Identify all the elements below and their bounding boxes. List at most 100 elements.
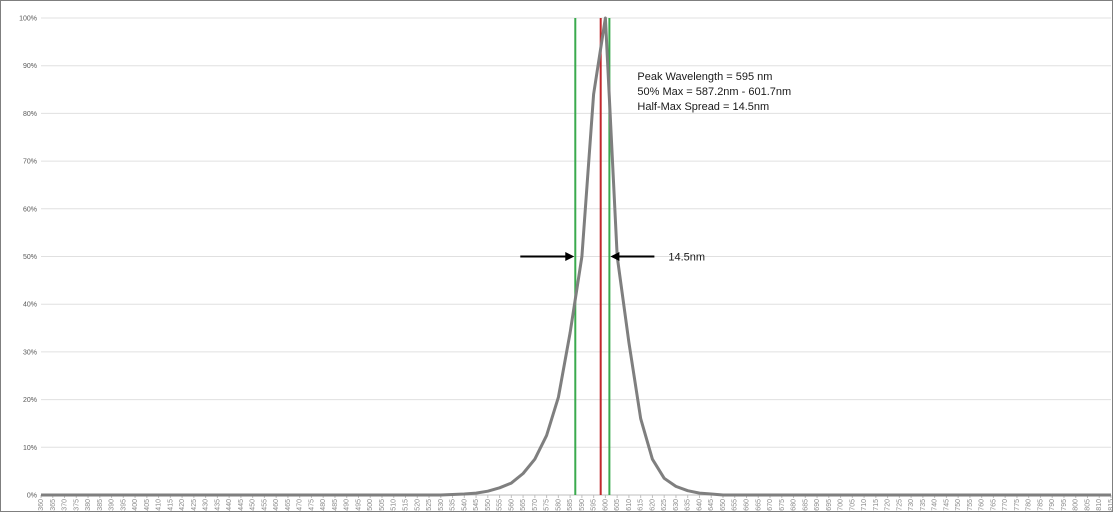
x-tick-label: 805 — [1084, 499, 1091, 511]
x-tick-label: 765 — [990, 499, 997, 511]
x-tick-label: 680 — [791, 499, 798, 511]
x-tick-label: 685 — [802, 499, 809, 511]
x-tick-label: 595 — [591, 499, 598, 511]
x-tick-label: 815 — [1108, 499, 1113, 511]
x-tick-label: 510 — [391, 499, 398, 511]
x-tick-label: 650 — [720, 499, 727, 511]
x-tick-label: 640 — [696, 499, 703, 511]
x-tick-label: 710 — [861, 499, 868, 511]
x-tick-label: 460 — [273, 499, 280, 511]
right-arrow-head — [610, 252, 620, 261]
x-tick-label: 490 — [344, 499, 351, 511]
x-tick-label: 360 — [38, 499, 45, 511]
x-tick-label: 725 — [896, 499, 903, 511]
x-tick-label: 735 — [920, 499, 927, 511]
x-tick-label: 590 — [579, 499, 586, 511]
x-tick-label: 520 — [414, 499, 421, 511]
x-tick-label: 415 — [167, 499, 174, 511]
x-tick-label: 505 — [379, 499, 386, 511]
spread-arrows: 14.5nm — [520, 252, 705, 264]
x-tick-label: 665 — [755, 499, 762, 511]
x-tick-label: 430 — [203, 499, 210, 511]
x-tick-label: 610 — [626, 499, 633, 511]
x-tick-label: 395 — [120, 499, 127, 511]
x-tick-label: 400 — [132, 499, 139, 511]
x-tick-label: 675 — [779, 499, 786, 511]
x-tick-label: 465 — [285, 499, 292, 511]
x-tick-label: 705 — [849, 499, 856, 511]
y-tick-label: 40% — [23, 302, 37, 309]
x-tick-label: 570 — [532, 499, 539, 511]
x-tick-label: 645 — [708, 499, 715, 511]
x-tick-label: 450 — [250, 499, 257, 511]
x-tick-label: 750 — [955, 499, 962, 511]
x-tick-label: 390 — [109, 499, 116, 511]
x-tick-label: 405 — [144, 499, 151, 511]
x-tick-label: 635 — [685, 499, 692, 511]
x-tick-label: 435 — [214, 499, 221, 511]
x-tick-label: 775 — [1014, 499, 1021, 511]
x-tick-label: 530 — [438, 499, 445, 511]
x-tick-label: 585 — [567, 499, 574, 511]
x-tick-label: 375 — [73, 499, 80, 511]
x-tick-label: 420 — [179, 499, 186, 511]
x-tick-label: 500 — [367, 499, 374, 511]
x-tick-label: 535 — [450, 499, 457, 511]
x-tick-label: 795 — [1061, 499, 1068, 511]
y-tick-label: 30% — [23, 349, 37, 356]
x-tick-label: 630 — [673, 499, 680, 511]
x-tick-label: 440 — [226, 499, 233, 511]
x-tick-label: 410 — [156, 499, 163, 511]
x-tick-label: 720 — [885, 499, 892, 511]
y-tick-label: 90% — [23, 63, 37, 70]
x-tick-label: 550 — [485, 499, 492, 511]
x-tick-label: 525 — [426, 499, 433, 511]
x-tick-label: 785 — [1037, 499, 1044, 511]
x-tick-label: 790 — [1049, 499, 1056, 511]
x-tick-label: 760 — [979, 499, 986, 511]
x-tick-label: 755 — [967, 499, 974, 511]
x-tick-label: 740 — [932, 499, 939, 511]
x-tick-label: 700 — [838, 499, 845, 511]
x-tick-label: 475 — [308, 499, 315, 511]
half-max-spread-note: Half-Max Spread = 14.5nm — [637, 101, 769, 113]
x-tick-label: 655 — [732, 499, 739, 511]
x-tick-label: 810 — [1096, 499, 1103, 511]
x-tick-label: 485 — [332, 499, 339, 511]
x-tick-label: 605 — [614, 499, 621, 511]
x-tick-label: 620 — [649, 499, 656, 511]
x-tick-label: 580 — [555, 499, 562, 511]
spectrum-curve — [41, 16, 1111, 497]
x-tick-label: 470 — [297, 499, 304, 511]
x-tick-label: 365 — [50, 499, 57, 511]
x-tick-label: 660 — [743, 499, 750, 511]
x-tick-label: 730 — [908, 499, 915, 511]
x-tick-label: 695 — [826, 499, 833, 511]
y-tick-label: 60% — [23, 206, 37, 213]
x-tick-label: 555 — [497, 499, 504, 511]
x-tick-label: 380 — [85, 499, 92, 511]
y-tick-label: 0% — [27, 493, 37, 500]
x-tick-label: 800 — [1073, 499, 1080, 511]
x-tick-label: 770 — [1002, 499, 1009, 511]
x-axis-tick-labels: 360 365 370 375 380 385 390 395 400 405 410 415 420 4… — [38, 495, 1113, 511]
x-tick-label: 480 — [320, 499, 327, 511]
peak-wavelength-note: Peak Wavelength = 595 nm — [637, 71, 772, 83]
x-tick-label: 670 — [767, 499, 774, 511]
y-tick-label: 100% — [19, 16, 37, 23]
x-tick-label: 445 — [238, 499, 245, 511]
x-tick-label: 780 — [1026, 499, 1033, 511]
x-tick-label: 715 — [873, 499, 880, 511]
x-tick-label: 745 — [943, 499, 950, 511]
x-tick-label: 615 — [638, 499, 645, 511]
y-tick-label: 20% — [23, 397, 37, 404]
x-tick-label: 495 — [355, 499, 362, 511]
y-tick-label: 50% — [23, 254, 37, 261]
left-arrow-head — [565, 252, 575, 261]
spread-label: 14.5nm — [668, 252, 705, 264]
x-tick-label: 565 — [520, 499, 527, 511]
y-tick-label: 70% — [23, 159, 37, 166]
x-tick-label: 385 — [97, 499, 104, 511]
